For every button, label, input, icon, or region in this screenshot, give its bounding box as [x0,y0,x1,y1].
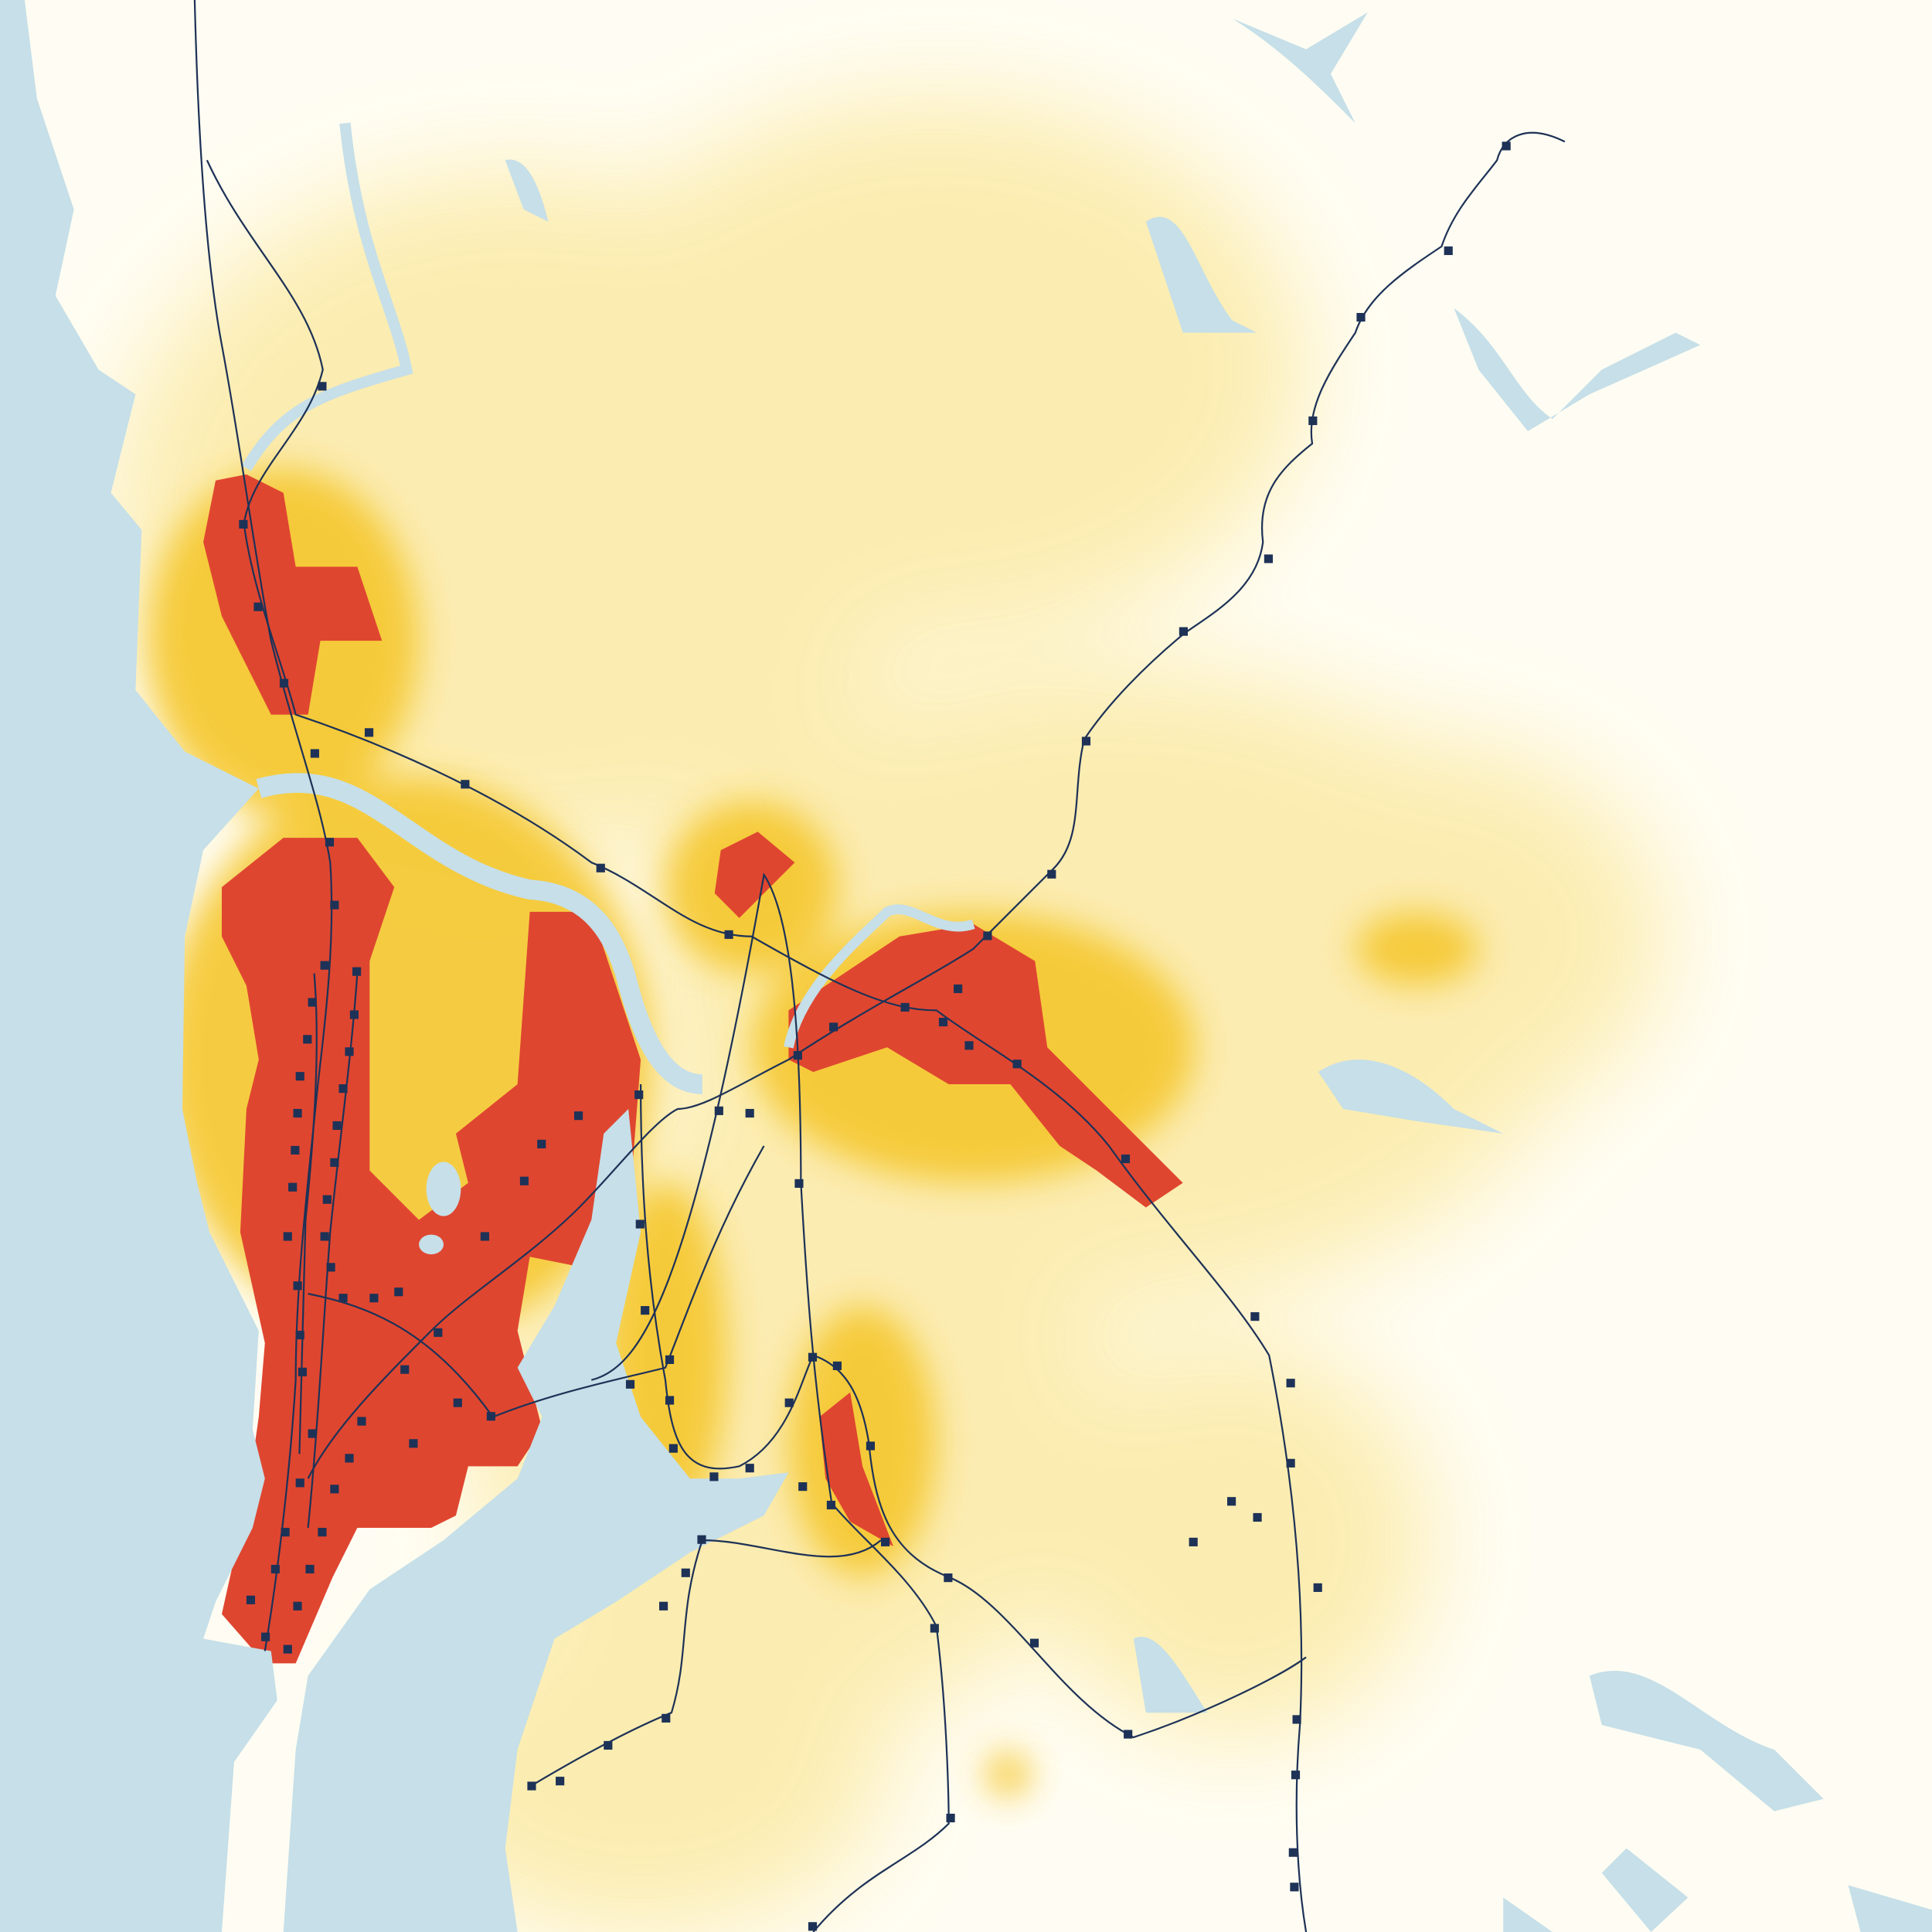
stations [239,141,1511,1931]
rail-lines [193,0,1566,1932]
